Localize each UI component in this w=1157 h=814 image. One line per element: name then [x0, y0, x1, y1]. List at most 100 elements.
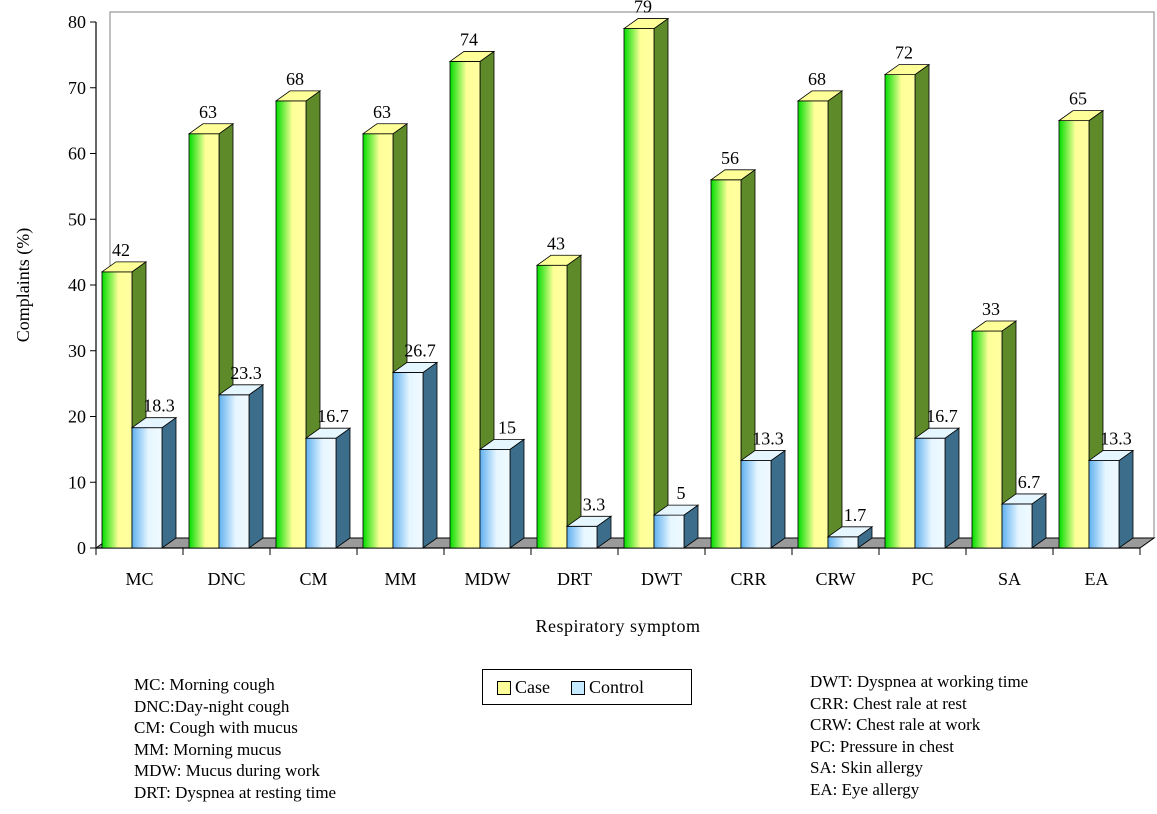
data-label: 23.3 — [230, 363, 262, 383]
bar-control-side — [161, 416, 177, 549]
bar-control-side — [509, 438, 525, 549]
y-tick-label: 10 — [68, 472, 86, 492]
x-tick-label: PC — [911, 569, 933, 589]
bar-control-dwt — [653, 514, 685, 549]
abbreviation-item: MDW: Mucus during work — [134, 761, 320, 780]
bar-case-crr — [710, 179, 742, 549]
y-tick-label: 50 — [68, 209, 86, 229]
x-tick-label: DWT — [641, 569, 682, 589]
bar-case-drt — [536, 264, 568, 549]
bar-control-top — [913, 427, 961, 439]
abbreviation-item: MC: Morning cough — [134, 675, 275, 694]
bar-case-top — [448, 51, 496, 62]
bar-control-side — [335, 427, 351, 549]
bar-control-crr — [740, 460, 772, 549]
legend-label-control: Control — [589, 677, 645, 697]
bar-case-cm — [275, 100, 307, 549]
bar-control-cm — [305, 437, 337, 549]
bar-control-top — [478, 438, 526, 450]
bar-control-crw — [827, 536, 859, 549]
bar-control-top — [1000, 493, 1048, 505]
bar-case-top — [970, 320, 1018, 332]
data-label: 68 — [286, 69, 304, 89]
abbreviation-item: CRW: Chest rale at work — [810, 715, 981, 734]
data-label: 13.3 — [1100, 429, 1132, 449]
abbreviation-item: PC: Pressure in chest — [810, 736, 955, 756]
bar-control-side — [770, 449, 786, 549]
bar-control-side — [422, 361, 438, 549]
abbreviation-item: EA: Eye allergy — [810, 779, 920, 799]
bar-control-pc — [914, 437, 946, 549]
data-label: 74 — [460, 29, 478, 49]
abbreviation-item: DRT: Dyspnea at resting time — [134, 782, 337, 802]
abbreviation-item: DWT: Dyspnea at working time — [810, 672, 1029, 691]
bar-case-dwt — [623, 28, 655, 549]
y-tick-label: 70 — [68, 78, 86, 98]
chart-legend: Case Control — [482, 669, 692, 705]
bar-control-top — [739, 450, 787, 461]
abbreviation-item: DNC:Day-night cough — [134, 696, 290, 716]
data-label: 65 — [1069, 89, 1087, 109]
data-label: 6.7 — [1018, 472, 1041, 492]
y-tick-label: 30 — [68, 341, 86, 361]
data-label: 63 — [373, 102, 391, 122]
bar-case-top — [622, 18, 670, 29]
x-axis-label: Respiratory symptom — [536, 616, 701, 636]
y-tick-label: 0 — [77, 538, 86, 558]
bar-case-top — [709, 169, 757, 181]
x-tick-label: MDW — [465, 569, 511, 589]
bar-case-mdw — [449, 61, 481, 549]
data-label: 15 — [498, 417, 516, 437]
y-tick-label: 20 — [68, 407, 86, 427]
data-label: 33 — [982, 299, 1000, 319]
x-tick-label: DNC — [207, 569, 245, 589]
bar-control-top — [217, 384, 265, 396]
bar-case-ea — [1058, 120, 1090, 549]
x-tick-label: EA — [1085, 569, 1109, 589]
bar-case-side — [653, 17, 669, 549]
bar-case-top — [535, 254, 583, 266]
bar-case-top — [274, 90, 322, 102]
data-label: 72 — [895, 43, 913, 63]
bar-control-top — [1087, 450, 1135, 461]
x-tick-label: CM — [299, 569, 327, 589]
y-axis-label: Complaints (%) — [13, 228, 34, 343]
bar-case-side — [566, 254, 582, 549]
data-label: 56 — [721, 148, 739, 168]
bar-case-top — [1057, 110, 1105, 122]
bar-case-crw — [797, 100, 829, 549]
bar-control-top — [565, 515, 613, 527]
bar-case-sa — [971, 330, 1003, 549]
data-label: 1.7 — [844, 505, 867, 525]
data-label: 79 — [634, 0, 652, 17]
abbreviation-list-right: DWT: Dyspnea at working time CRR: Chest … — [810, 671, 1028, 800]
y-tick-label: 40 — [68, 275, 86, 295]
bar-case-top — [796, 90, 844, 102]
data-label: 26.7 — [404, 340, 436, 360]
bar-control-mm — [392, 372, 424, 549]
bar-case-top — [100, 261, 148, 273]
legend-item-control: Control — [571, 677, 644, 698]
data-label: 16.7 — [317, 406, 349, 426]
bar-case-mm — [362, 133, 394, 549]
x-tick-label: SA — [998, 569, 1021, 589]
data-label: 13.3 — [752, 429, 784, 449]
bar-case-pc — [884, 74, 916, 549]
bar-control-top — [652, 504, 700, 516]
data-label: 16.7 — [926, 406, 958, 426]
data-label: 63 — [199, 102, 217, 122]
y-tick-label: 80 — [68, 12, 86, 32]
bar-case-top — [187, 123, 235, 135]
x-tick-label: CRR — [730, 569, 766, 589]
abbreviation-item: CRR: Chest rale at rest — [810, 693, 967, 713]
data-label: 3.3 — [583, 494, 606, 514]
bar-control-side — [1118, 449, 1134, 549]
data-label: 18.3 — [143, 396, 175, 416]
abbreviation-item: CM: Cough with mucus — [134, 718, 298, 737]
data-label: 68 — [808, 69, 826, 89]
x-tick-label: DRT — [557, 569, 592, 589]
bar-control-top — [391, 362, 439, 373]
bar-control-side — [248, 384, 264, 549]
bar-control-sa — [1001, 503, 1033, 549]
x-tick-label: MM — [384, 569, 416, 589]
